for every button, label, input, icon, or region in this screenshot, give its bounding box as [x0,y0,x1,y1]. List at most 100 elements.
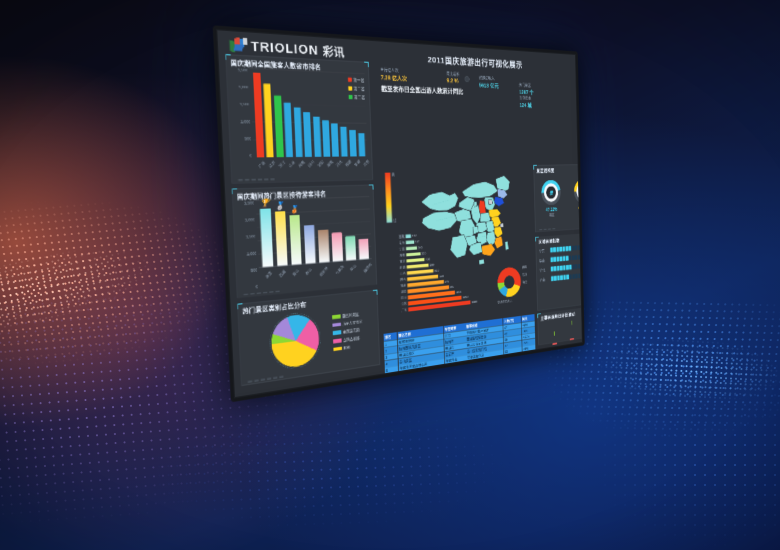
legend-item[interactable]: 第二名 [348,85,365,92]
kpi-item: 监测样本 124 城 [519,95,532,109]
panel-region-index: 区域客流指数 华东 68% 华南 59% 华北 64% 西南 52% [535,229,582,311]
panel-gauges: 景区饱和度 景 47.12% 景区 宿 62.70% 酒店 运 71.10% 交… [533,163,582,233]
h-bar-label: 福建 [400,283,407,288]
y-tick: 500 [244,136,252,141]
kpi-item: 出行总人次 7.28 亿人次 [380,66,407,83]
kpi-headline: 截至发布日全国出游人数累计同比 [380,85,464,96]
bar[interactable] [293,107,303,157]
trophy-icon: 🥉 [289,204,299,214]
traffic-donut-chart[interactable] [497,266,522,299]
legend-label: 历史人文景区 [342,319,363,327]
y-axis-ticks: 2,500 2,000 1,500 1,000 500 0 [230,67,252,158]
x-label: 湖南 [326,159,334,168]
dashboard-screen[interactable]: TRIOLION 彩讯 2011国庆旅游出行可视化展示 出行总人次 7.28 亿… [212,25,585,403]
bar[interactable] [303,112,312,157]
y-tick: 0 [255,284,258,289]
bar[interactable] [358,238,369,260]
legend-label: 其他 [343,345,351,351]
kpi-indicator-dot [464,76,470,83]
chart-legend: 第一名 第二名 第三名 [347,76,366,102]
bar[interactable] [321,120,331,157]
bar[interactable] [312,116,322,157]
y-tick: 2,500 [237,67,248,73]
y-tick: 2,500 [244,200,255,206]
kpi-item: 同比增长 9.2 % [446,70,460,84]
bar[interactable] [358,133,366,157]
h-bar-label: 甘肃 [399,259,406,264]
bar[interactable] [317,229,330,263]
h-bar-label: 四川 [400,295,407,301]
brand-logo[interactable]: TRIOLION 彩讯 [229,36,345,61]
bar[interactable] [340,126,348,157]
h-bar-fill [405,240,414,245]
table-cell: 丽江古城 [398,376,446,392]
x-label: 湖北 [316,159,325,169]
y-tick: 0 [249,153,252,158]
table-cell: 三亚亚龙湾 [399,389,446,398]
x-label: 四川 [307,159,316,169]
table-row[interactable]: 10三亚亚龙湾三亚市滨海度假线21+2% [386,373,537,398]
bar[interactable]: 🏆 [259,199,274,268]
table-cell: +6% [522,367,537,376]
kpi-item: 旅游总收入 5613 亿元 [479,74,499,89]
bar[interactable] [331,232,343,262]
pie-chart[interactable] [268,310,322,372]
table-cell: 海岛慢行文艺线 [466,373,505,386]
bar[interactable] [303,224,316,264]
legend-item[interactable]: 古镇古村落 [333,335,363,344]
y-tick: 500 [250,267,258,273]
table-col-header[interactable]: 排名 [383,332,398,342]
h-bar-value: 410 [425,257,431,262]
h-bar-fill [406,251,421,257]
kpi-value: 7.28 亿人次 [380,74,407,82]
map-scale-high: 高 [391,172,395,177]
bar[interactable] [331,123,340,157]
table-cell: 厦门市 [445,379,467,390]
h-bar-fill [406,246,418,251]
legend-item[interactable]: 自然风景区 [332,311,362,320]
chart-title: 景区饱和度 [536,168,555,174]
y-tick: 1,500 [245,234,256,240]
h-bar-label: 广东 [401,307,408,313]
h-bar-value: 320 [421,251,427,256]
legend-item[interactable]: 第三名 [348,93,365,100]
legend-item[interactable]: 其他 [333,343,363,353]
bar[interactable]: 🥉 [289,205,302,265]
table-cell: 21 [504,375,524,385]
gauge-name: 景区 [549,212,555,217]
x-label: 西湖 [278,269,287,279]
candle-marker [552,342,558,345]
page-title: 2011国庆旅游出行可视化展示 [427,55,523,70]
y-tick: 1,500 [239,101,250,107]
bar[interactable] [273,95,284,158]
x-label: 河北 [335,159,344,168]
bar[interactable] [263,83,275,158]
y-axis-ticks: 2,500 2,000 1,500 1,000 500 0 [237,200,258,290]
table-cell: 2 [383,345,398,355]
progress-segments [550,253,582,262]
table-cell: +7% [522,355,536,364]
bar[interactable] [283,102,294,157]
table-cell: +2% [522,373,537,382]
bar[interactable]: 🥈 [274,202,288,267]
table-row[interactable]: 8 丽江古城 丽江市 古城＋玉龙雪山线 25 +3% [385,361,536,394]
candle-label: 上海 [570,352,575,359]
table-cell: 丽江市 [444,373,467,384]
legend-label: 第一名 [352,77,365,84]
h-bar-value: 1480 [471,299,478,304]
candle[interactable] [569,320,575,354]
kpi-label: 出行总人次 [380,67,399,74]
bar[interactable] [253,72,265,158]
x-label: 九寨沟 [334,264,345,276]
y-tick: 2,000 [244,217,255,223]
progress-label: 华北 [539,268,546,273]
legend-label: 古镇古村落 [342,335,360,343]
legend-item[interactable]: 第一名 [347,76,365,84]
legend-item[interactable]: 主题游乐园 [332,327,363,336]
gauge[interactable]: 景 47.12% 景区 [539,179,564,218]
candle[interactable] [552,331,558,356]
h-bar-fill [406,257,425,263]
h-bar-value: 610 [434,268,440,273]
h-bar-value: 1260 [462,294,469,300]
